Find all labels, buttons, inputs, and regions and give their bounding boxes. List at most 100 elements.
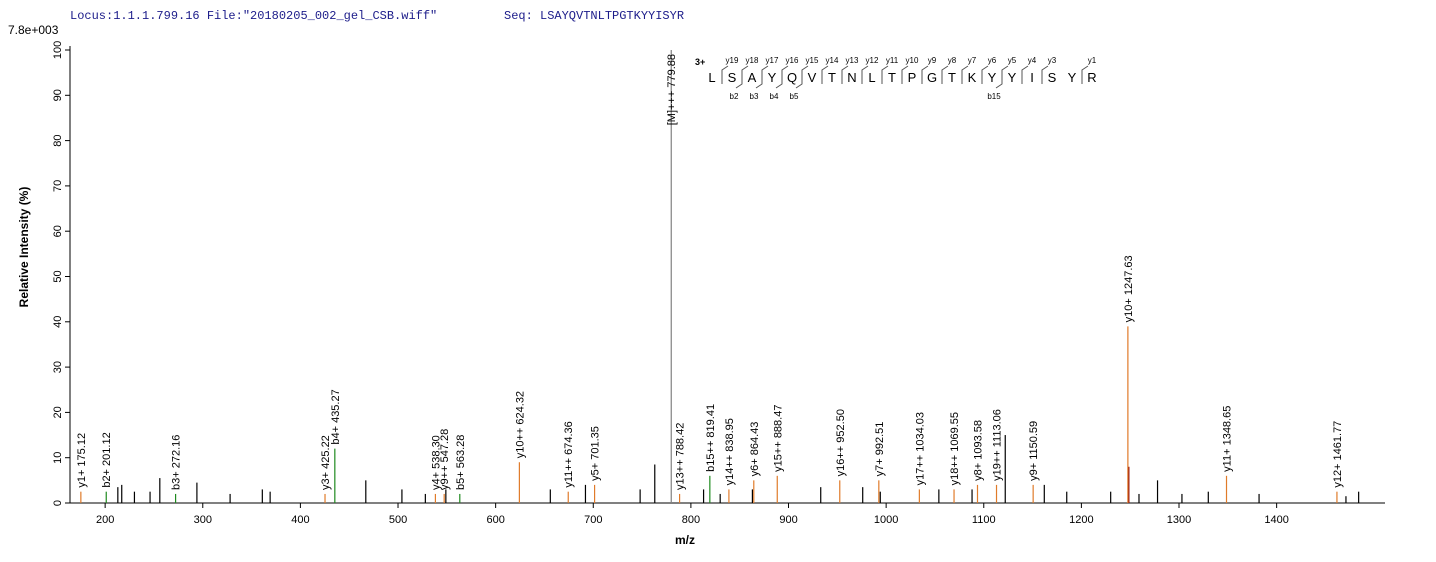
y-ion-label: y17 <box>766 56 779 65</box>
x-tick-label: 600 <box>486 514 504 526</box>
x-tick-label: 900 <box>779 514 797 526</box>
y-ion-bracket <box>1021 65 1029 84</box>
peak-label: y9+ 1150.59 <box>1028 421 1040 481</box>
y-ion-label: y3 <box>1048 56 1057 65</box>
x-axis-label: m/z <box>675 533 695 547</box>
peak-label: y10++ 624.32 <box>514 391 526 458</box>
y-ion-bracket <box>881 65 889 84</box>
x-tick-label: 1000 <box>874 514 898 526</box>
y-tick-label: 40 <box>52 316 64 328</box>
y-tick-label: 10 <box>52 452 64 464</box>
x-tick-label: 700 <box>584 514 602 526</box>
b-ion-bracket <box>735 70 743 89</box>
residue: Y <box>1068 70 1077 85</box>
residue: L <box>708 70 715 85</box>
y-tick-label: 30 <box>52 361 64 373</box>
y-ion-label: y11 <box>886 56 899 65</box>
y-ion-bracket <box>961 65 969 84</box>
y-ion-bracket <box>841 65 849 84</box>
peak-label: y4+ 538.30 <box>430 435 442 490</box>
x-tick-label: 500 <box>389 514 407 526</box>
y-ion-bracket <box>1041 65 1049 84</box>
peak-label: y16++ 952.50 <box>835 409 847 476</box>
y-ion-label: y18 <box>746 56 759 65</box>
residue: K <box>968 70 977 85</box>
residue: P <box>908 70 917 85</box>
residue: Y <box>768 70 777 85</box>
residue: T <box>828 70 836 85</box>
b-ion-bracket <box>775 70 783 89</box>
peak-label: y15++ 888.47 <box>772 405 784 472</box>
residue: Q <box>787 70 797 85</box>
peak-label: b3+ 272.16 <box>171 435 183 490</box>
y-ion-label: y9 <box>928 56 937 65</box>
b-ion-label: b3 <box>750 92 759 101</box>
b-ion-bracket <box>995 70 1003 89</box>
residue: R <box>1087 70 1096 85</box>
y-ion-label: y6 <box>988 56 997 65</box>
y-ion-bracket <box>981 65 989 84</box>
peak-label: y1+ 175.12 <box>76 433 88 488</box>
y-ion-bracket <box>821 65 829 84</box>
peak-label: b15++ 819.41 <box>705 404 717 472</box>
y-tick-label: 60 <box>52 225 64 237</box>
x-tick-label: 300 <box>194 514 212 526</box>
y-tick-label: 0 <box>52 500 64 506</box>
y-tick-label: 80 <box>52 134 64 146</box>
b-ion-label: b2 <box>730 92 739 101</box>
residue: N <box>847 70 856 85</box>
residue: S <box>728 70 737 85</box>
y-tick-label: 100 <box>52 41 64 59</box>
peak-label: y18++ 1069.55 <box>949 412 961 485</box>
x-tick-label: 1400 <box>1264 514 1288 526</box>
peak-label: y12+ 1461.77 <box>1332 421 1344 488</box>
y-tick-label: 20 <box>52 406 64 418</box>
peak-label: y13++ 788.42 <box>675 423 687 490</box>
y-ion-label: y8 <box>948 56 957 65</box>
y-ion-bracket <box>921 65 929 84</box>
peak-label: y17++ 1034.03 <box>914 412 926 485</box>
y-ion-label: y16 <box>786 56 799 65</box>
peak-label: y8+ 1093.58 <box>972 420 984 481</box>
residue: Y <box>988 70 997 85</box>
charge-label: 3+ <box>695 57 705 67</box>
x-tick-label: 200 <box>96 514 114 526</box>
x-tick-label: 1100 <box>972 514 996 526</box>
b-ion-label: b15 <box>987 92 1001 101</box>
y-tick-label: 70 <box>52 180 64 192</box>
x-tick-label: 1200 <box>1069 514 1093 526</box>
y-ion-label: y15 <box>806 56 819 65</box>
b-ion-label: b4 <box>770 92 779 101</box>
peak-label: y10+ 1247.63 <box>1123 255 1135 322</box>
y-ion-label: y10 <box>906 56 919 65</box>
peak-label: b4+ 435.27 <box>330 389 342 444</box>
peak-label: y14++ 838.95 <box>724 418 736 485</box>
scale-label: 7.8e+003 <box>8 23 59 37</box>
residue: S <box>1048 70 1057 85</box>
y-ion-label: y5 <box>1008 56 1017 65</box>
peak-label: y11++ 674.36 <box>563 421 575 487</box>
peak-label: y3+ 425.22 <box>320 435 332 490</box>
y-ion-bracket <box>941 65 949 84</box>
y-ion-bracket <box>901 65 909 84</box>
residue: G <box>927 70 937 85</box>
b-ion-bracket <box>795 70 803 89</box>
x-tick-label: 1300 <box>1167 514 1191 526</box>
y-ion-label: y12 <box>866 56 879 65</box>
peak-label: b5+ 563.28 <box>455 435 467 490</box>
x-tick-label: 400 <box>291 514 309 526</box>
residue: V <box>808 70 817 85</box>
y-ion-bracket <box>1081 65 1089 84</box>
header-file: Locus:1.1.1.799.16 File:"20180205_002_ge… <box>70 9 437 23</box>
peak-label: y11+ 1348.65 <box>1222 406 1234 472</box>
x-tick-label: 800 <box>682 514 700 526</box>
residue: I <box>1030 70 1034 85</box>
y-ion-bracket <box>861 65 869 84</box>
peak-label: y19++ 1113.06 <box>992 409 1004 481</box>
y-tick-label: 50 <box>52 270 64 282</box>
header-sequence: Seq: LSAYQVTNLTPGTKYYISYR <box>504 9 684 23</box>
peak-label: y5+ 701.35 <box>590 426 602 481</box>
y-tick-label: 90 <box>52 89 64 101</box>
y-ion-label: y14 <box>826 56 839 65</box>
